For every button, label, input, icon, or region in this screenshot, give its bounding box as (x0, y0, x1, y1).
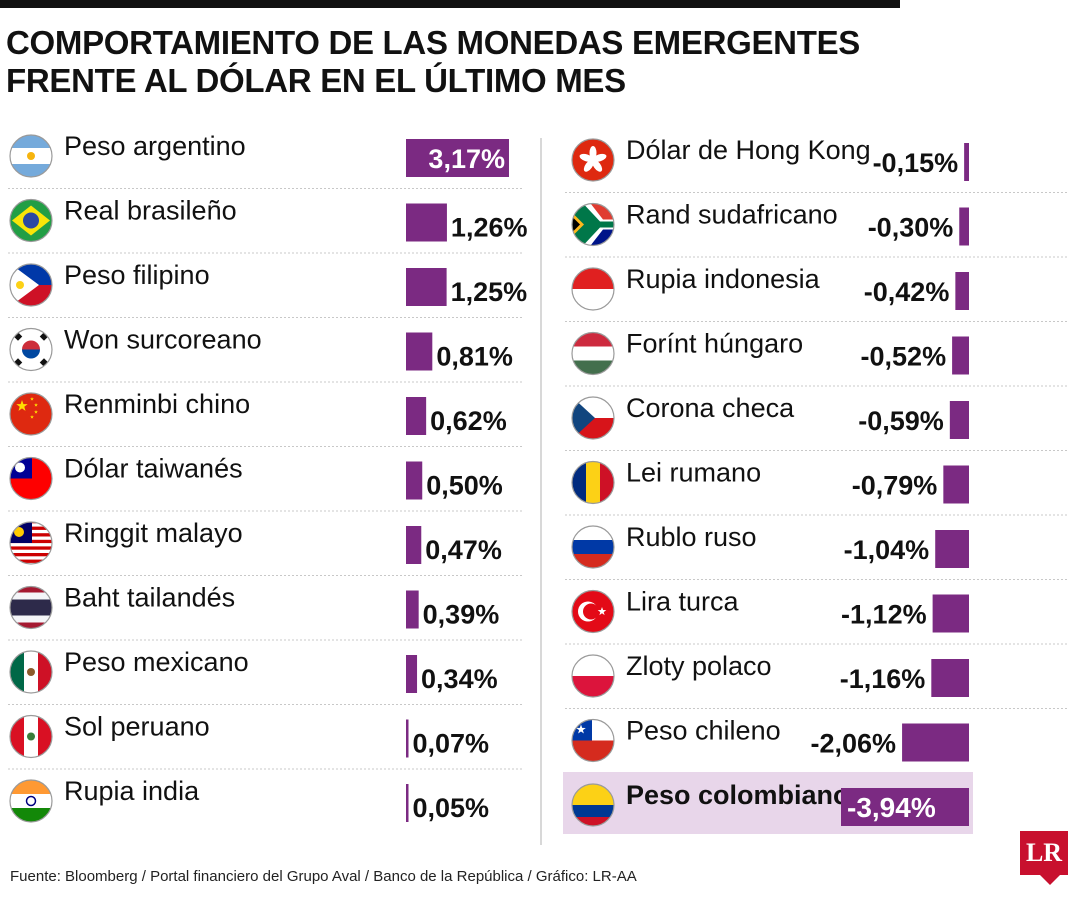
category-label: Peso argentino (64, 131, 246, 161)
top-rule (0, 0, 900, 8)
category-label: Rublo ruso (626, 522, 757, 552)
value-label: 0,47% (425, 535, 502, 565)
brazil-flag-icon (9, 198, 53, 243)
category-label: Lei rumano (626, 458, 761, 488)
india-flag-icon (9, 779, 53, 823)
value-label: -2,06% (811, 729, 897, 759)
value-label: 0,81% (436, 342, 513, 372)
bar (931, 659, 969, 697)
value-label: 3,17% (428, 144, 505, 174)
bar (406, 590, 419, 629)
category-label: Real brasileño (64, 196, 237, 226)
category-label: Won surcoreano (64, 325, 262, 355)
taiwan-flag-icon (9, 456, 53, 501)
value-label: 0,05% (413, 793, 490, 823)
value-label: 1,26% (451, 213, 528, 243)
philippines-flag-icon (9, 263, 53, 307)
value-label: -1,16% (840, 664, 926, 694)
bar (406, 526, 422, 564)
argentina-flag-icon (9, 134, 53, 178)
value-label: 0,07% (413, 729, 490, 759)
value-label: -0,15% (873, 148, 959, 178)
logo-text: LR (1025, 838, 1063, 867)
bar (841, 788, 969, 826)
czech-flag-icon (571, 396, 615, 440)
category-label: Rupia india (64, 776, 200, 806)
category-label: Forínt húngaro (626, 329, 803, 359)
category-label: Peso filipino (64, 260, 210, 290)
colombia-flag-icon (571, 783, 615, 827)
category-label: Lira turca (626, 587, 740, 617)
category-label: Renminbi chino (64, 389, 250, 419)
bar (955, 272, 969, 310)
value-label: -1,12% (841, 600, 927, 630)
chile-flag-icon (571, 718, 615, 763)
china-flag-icon (9, 392, 53, 436)
category-label: Zloty polaco (626, 651, 772, 681)
turkey-flag-icon (571, 589, 615, 634)
source-note: Fuente: Bloomberg / Portal financiero de… (10, 868, 637, 885)
south-korea-flag-icon (9, 327, 53, 372)
bar (406, 655, 418, 693)
category-label: Rupia indonesia (626, 264, 821, 294)
bar (949, 401, 969, 439)
bar (943, 465, 969, 504)
bar (406, 461, 423, 500)
category-label: Sol peruano (64, 712, 210, 742)
logo-tail (1040, 875, 1060, 885)
title-line-1: COMPORTAMIENTO DE LAS MONEDAS EMERGENTES (6, 24, 860, 61)
bar (959, 207, 969, 246)
bar (902, 723, 969, 762)
bar (406, 397, 427, 435)
value-label: 0,39% (423, 600, 500, 630)
bar (406, 268, 447, 306)
value-label: 1,25% (451, 277, 528, 307)
thailand-flag-icon (9, 585, 53, 630)
romania-flag-icon (571, 460, 615, 505)
value-label: 0,50% (426, 471, 503, 501)
value-label: 0,62% (430, 406, 507, 436)
bar (932, 594, 969, 633)
category-label: Rand sudafricano (626, 200, 838, 230)
title-line-2: FRENTE AL DÓLAR EN EL ÚLTIMO MES (6, 62, 626, 99)
value-label: -0,59% (858, 406, 944, 436)
russia-flag-icon (571, 525, 615, 569)
category-label: Peso colombiano (626, 780, 850, 810)
category-label: Corona checa (626, 393, 795, 423)
value-label: -0,79% (852, 471, 938, 501)
malaysia-flag-icon (9, 521, 53, 565)
chart-title: COMPORTAMIENTO DE LAS MONEDAS EMERGENTES… (6, 24, 1066, 100)
category-label: Ringgit malayo (64, 518, 243, 548)
bar (406, 332, 433, 371)
value-label: -0,42% (864, 277, 950, 307)
mexico-flag-icon (9, 650, 53, 694)
bar (406, 203, 447, 242)
bar (406, 139, 509, 177)
poland-flag-icon (571, 654, 615, 698)
bar (406, 719, 409, 758)
hong-kong-flag-icon (571, 138, 615, 182)
value-label: -1,04% (844, 535, 930, 565)
category-label: Baht tailandés (64, 583, 235, 613)
category-label: Dólar de Hong Kong (626, 135, 871, 165)
peru-flag-icon (9, 714, 53, 759)
bar (406, 784, 409, 822)
value-label: -3,94% (847, 792, 936, 823)
lr-logo: LR (1020, 831, 1068, 875)
bar (964, 143, 969, 181)
bar (952, 336, 969, 375)
bar (935, 530, 969, 568)
south-africa-flag-icon (571, 202, 615, 247)
category-label: Peso chileno (626, 716, 781, 746)
value-label: 0,34% (421, 664, 498, 694)
value-label: -0,30% (868, 213, 954, 243)
category-label: Dólar taiwanés (64, 454, 243, 484)
indonesia-flag-icon (571, 267, 615, 311)
category-label: Peso mexicano (64, 647, 249, 677)
hungary-flag-icon (571, 331, 615, 376)
value-label: -0,52% (861, 342, 947, 372)
